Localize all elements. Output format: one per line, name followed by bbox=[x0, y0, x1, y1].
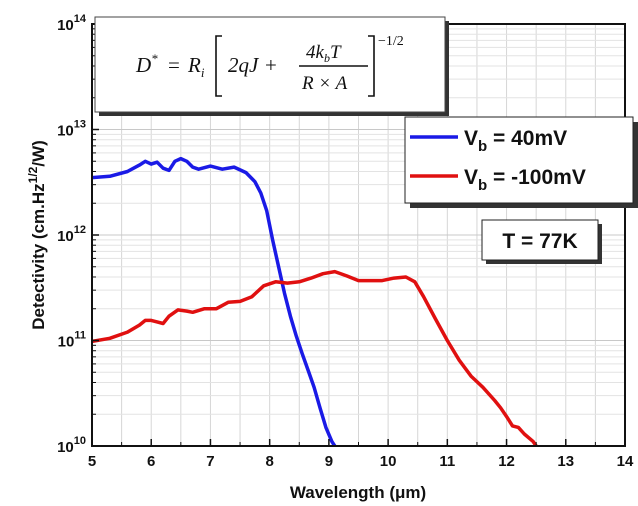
y-tick-group: 1010 1011 1012 1013 1014 bbox=[57, 13, 99, 456]
y-axis-title-main: Detectivity (cm.Hz bbox=[29, 183, 48, 329]
x-tick-label: 12 bbox=[498, 453, 515, 470]
x-tick-label: 10 bbox=[380, 453, 397, 470]
formula-denominator: R × A bbox=[301, 73, 348, 94]
y-tick-label: 1013 bbox=[57, 119, 86, 140]
formula-exponent: −1/2 bbox=[378, 34, 404, 49]
y-axis-title: Detectivity (cm.Hz1/2/W) bbox=[26, 140, 48, 330]
legend-label-series-2: Vb = -100mV bbox=[464, 166, 586, 194]
y-tick-label: 1012 bbox=[57, 224, 86, 245]
formula-lhs: D* bbox=[135, 51, 158, 77]
x-tick-label: 5 bbox=[88, 453, 96, 470]
x-tick-label: 9 bbox=[325, 453, 333, 470]
y-axis-title-tail: /W) bbox=[29, 140, 48, 166]
x-tick-label: 13 bbox=[557, 453, 574, 470]
y-axis-title-sup: 1/2 bbox=[26, 166, 40, 183]
y-tick-label: 1011 bbox=[58, 330, 86, 351]
temperature-annotation: T = 77K bbox=[481, 219, 602, 264]
formula-numerator: 4kbT bbox=[306, 42, 342, 65]
series-line-2 bbox=[92, 269, 538, 446]
x-tick-label: 7 bbox=[206, 453, 214, 470]
formula-left-bracket bbox=[215, 35, 222, 97]
x-tick-group: 5 6 7 8 9 10 11 12 13 14 bbox=[88, 439, 634, 470]
formula-box: D* = Ri 2qJ + 4kbT R × A −1/2 bbox=[94, 16, 449, 116]
legend-label-series-1: Vb = 40mV bbox=[464, 127, 567, 155]
legend: Vb = 40mV Vb = -100mV bbox=[404, 116, 638, 208]
x-tick-label: 8 bbox=[265, 453, 273, 470]
x-tick-label: 14 bbox=[617, 453, 634, 470]
y-tick-label: 1010 bbox=[57, 435, 86, 456]
formula-right-bracket bbox=[368, 35, 375, 97]
formula-term1: 2qJ + bbox=[228, 53, 278, 77]
x-tick-label: 11 bbox=[439, 453, 455, 470]
formula-ri: Ri bbox=[187, 53, 205, 80]
series-layer bbox=[92, 156, 538, 446]
y-tick-label: 1014 bbox=[57, 13, 87, 34]
series-line-1 bbox=[92, 156, 337, 446]
formula-eq: = bbox=[168, 53, 180, 77]
x-tick-label: 6 bbox=[147, 453, 155, 470]
temperature-label: T = 77K bbox=[502, 230, 577, 253]
x-axis-title: Wavelength (μm) bbox=[290, 483, 426, 502]
